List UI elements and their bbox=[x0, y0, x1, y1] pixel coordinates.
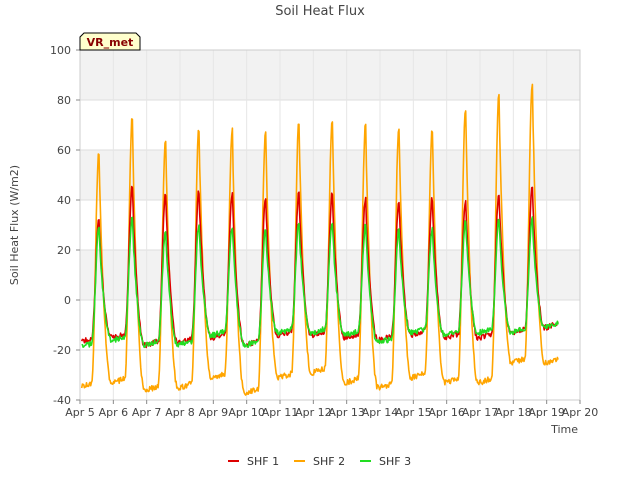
y-tick-label: -20 bbox=[53, 344, 71, 357]
x-tick-label: Apr 15 bbox=[395, 406, 432, 419]
x-tick-label: Apr 11 bbox=[262, 406, 299, 419]
annotation-shape bbox=[79, 32, 141, 51]
x-tick-label: Apr 9 bbox=[199, 406, 229, 419]
y-tick-label: 100 bbox=[50, 44, 71, 57]
x-tick-label: Apr 16 bbox=[428, 406, 465, 419]
x-tick-label: Apr 14 bbox=[362, 406, 399, 419]
x-tick-label: Apr 12 bbox=[295, 406, 332, 419]
y-tick-label: 0 bbox=[64, 294, 71, 307]
x-tick-label: Apr 13 bbox=[328, 406, 365, 419]
x-tick-label: Apr 10 bbox=[228, 406, 265, 419]
legend-label: SHF 2 bbox=[313, 455, 345, 468]
legend: SHF 1 SHF 2 SHF 3 bbox=[228, 455, 411, 468]
x-tick-label: Apr 6 bbox=[99, 406, 129, 419]
annotation-label: VR_met bbox=[87, 36, 134, 49]
legend-label: SHF 3 bbox=[379, 455, 411, 468]
x-tick-label: Apr 5 bbox=[65, 406, 95, 419]
x-tick-label: Apr 18 bbox=[495, 406, 532, 419]
y-axis-label: Soil Heat Flux (W/m2) bbox=[8, 165, 21, 285]
x-axis-label: Time bbox=[550, 423, 578, 436]
y-tick-label: 60 bbox=[57, 144, 71, 157]
x-tick-label: Apr 8 bbox=[165, 406, 195, 419]
x-tick-label: Apr 17 bbox=[462, 406, 499, 419]
y-axis-ticks: -40 -20 0 20 40 60 80 100 bbox=[50, 44, 80, 407]
y-tick-label: -40 bbox=[53, 394, 71, 407]
x-tick-label: Apr 19 bbox=[528, 406, 565, 419]
plot-band bbox=[80, 50, 580, 100]
plot-frame bbox=[79, 49, 581, 401]
y-tick-label: 20 bbox=[57, 244, 71, 257]
legend-label: SHF 1 bbox=[247, 455, 279, 468]
annotation-box: VR_met bbox=[79, 32, 141, 51]
chart-title: Soil Heat Flux bbox=[275, 4, 365, 19]
x-tick-label: Apr 7 bbox=[132, 406, 162, 419]
y-tick-label: 40 bbox=[57, 194, 71, 207]
series-lines bbox=[80, 83, 559, 396]
series-line-shf-3 bbox=[81, 216, 559, 349]
x-tick-label: Apr 20 bbox=[562, 406, 599, 419]
y-tick-label: 80 bbox=[57, 94, 71, 107]
